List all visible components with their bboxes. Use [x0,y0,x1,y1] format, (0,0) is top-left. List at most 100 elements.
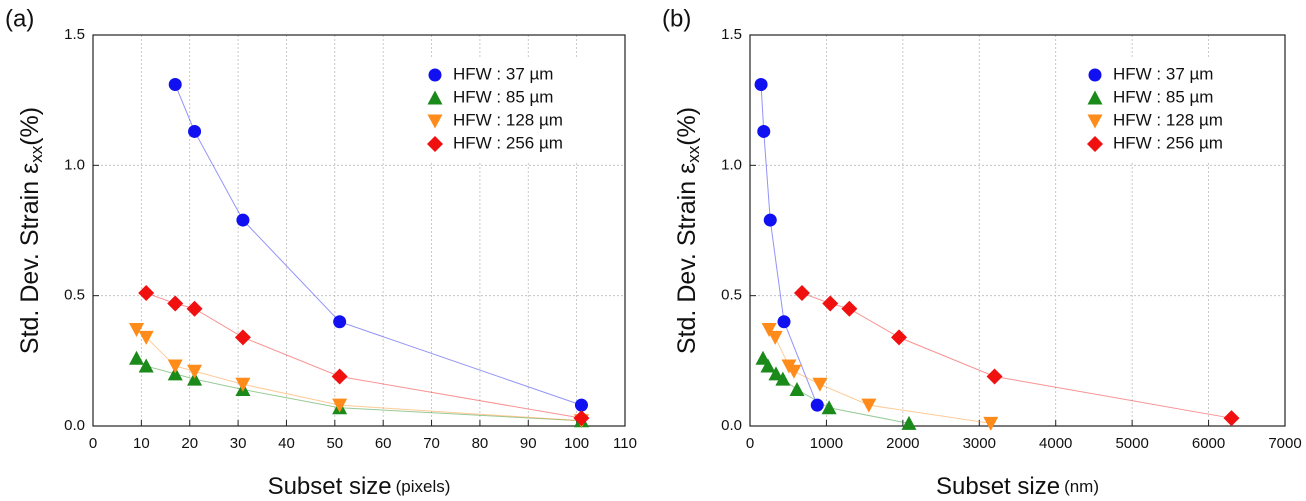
legend-box [417,57,617,163]
y-tick-label: 1.5 [64,26,85,43]
legend-label: HFW : 85 µm [1113,87,1213,106]
marker [234,329,251,346]
x-tick-label: 30 [230,435,247,452]
x-tick-label: 90 [520,435,537,452]
x-tick-label: 50 [326,435,343,452]
plot-frame [92,34,626,427]
marker [983,416,999,431]
legend-label: HFW : 128 µm [453,110,563,129]
legend-marker [1087,90,1103,105]
y-axis-unit: (%) [16,107,44,146]
y-tick-label: 1.5 [721,26,742,43]
legend-marker [427,90,443,105]
marker [138,285,155,302]
marker [841,300,858,317]
y-axis-label: Std. Dev. Strain εxx(%) [673,107,704,354]
legend-marker [1087,136,1103,152]
marker [821,400,837,415]
x-tick-label: 6000 [1192,435,1225,452]
marker [777,315,791,329]
y-tick-label: 1.0 [64,156,85,173]
marker [810,398,824,412]
x-tick-label: 100 [564,435,589,452]
marker [138,358,154,373]
marker [138,330,154,345]
series-line [146,292,582,419]
y-axis-title: Std. Dev. Strain ε [16,163,44,354]
marker [786,364,802,379]
chart-panel: (a) 0 10 20 30 40 50 60 70 80 90 100 110 0.0 0.5 1.0 1.5… [5,5,637,500]
x-tick-label: 10 [133,435,150,452]
y-tick-label: 0.5 [64,287,85,304]
legend-marker [1087,114,1103,129]
x-tick-label: 2000 [886,435,919,452]
legend: HFW : 37 µm HFW : 85 µm HFW : 128 µm HFW : … [1077,57,1277,163]
legend-marker [427,136,443,152]
legend-marker [427,114,443,129]
marker [332,398,348,413]
marker [768,366,784,381]
marker [793,285,810,302]
x-tick-label: 0 [746,435,754,452]
y-tick-label: 0.5 [721,287,742,304]
x-tick-label: 1000 [810,435,843,452]
plot-frame [749,34,1286,427]
marker [574,398,588,412]
x-tick-label: 4000 [1039,435,1072,452]
x-axis-label: Subset size (nm) [936,473,1099,500]
marker [167,359,183,374]
marker [761,323,777,338]
marker [754,78,768,92]
marker [763,213,777,227]
y-tick-label: 0.0 [64,417,85,434]
marker [168,78,182,92]
legend-label: HFW : 128 µm [1113,110,1223,129]
y-axis-unit: (%) [673,107,701,146]
y-axis-title: Std. Dev. Strain ε [673,163,701,354]
y-tick-label: 1.0 [721,156,742,173]
marker [573,410,590,427]
x-tick-label: 40 [278,435,295,452]
x-tick-label: 0 [89,435,97,452]
panel-label: (b) [662,5,691,32]
marker [236,213,250,227]
series-line [768,329,991,424]
marker [901,415,917,430]
marker [775,371,791,386]
marker [186,300,203,317]
marker [760,358,776,373]
marker [235,377,251,392]
marker [822,295,839,312]
marker [767,330,783,345]
marker [129,350,145,365]
x-axis-unit: (pixels) [396,477,451,496]
marker [1223,410,1240,427]
marker [331,368,348,385]
y-tick-label: 0.0 [721,417,742,434]
marker [757,124,771,138]
marker [891,329,908,346]
y-axis-label: Std. Dev. Strain εxx(%) [16,107,47,354]
legend-label: HFW : 256 µm [1113,133,1223,152]
series-line [136,357,582,422]
marker [333,315,347,329]
x-tick-label: 20 [181,435,198,452]
chart-panel: (b) 0 1000 2000 3000 4000 5000 6000 7000 0.0 0.5 1.… [662,5,1302,500]
y-axis-subscript: xx [27,145,46,163]
legend-label: HFW : 37 µm [1113,64,1213,83]
marker [129,323,145,338]
marker [188,124,202,138]
legend-label: HFW : 256 µm [453,133,563,152]
x-tick-label: 7000 [1268,435,1301,452]
panel-label: (a) [5,5,34,32]
x-axis-unit: (nm) [1064,477,1099,496]
legend: HFW : 37 µm HFW : 85 µm HFW : 128 µm HFW : … [417,57,617,163]
x-tick-label: 60 [375,435,392,452]
legend-marker [428,68,442,82]
marker [789,382,805,397]
x-tick-label: 3000 [963,435,996,452]
x-axis-label: Subset size (pixels) [268,473,451,500]
marker [861,398,877,413]
x-tick-label: 110 [613,435,637,452]
